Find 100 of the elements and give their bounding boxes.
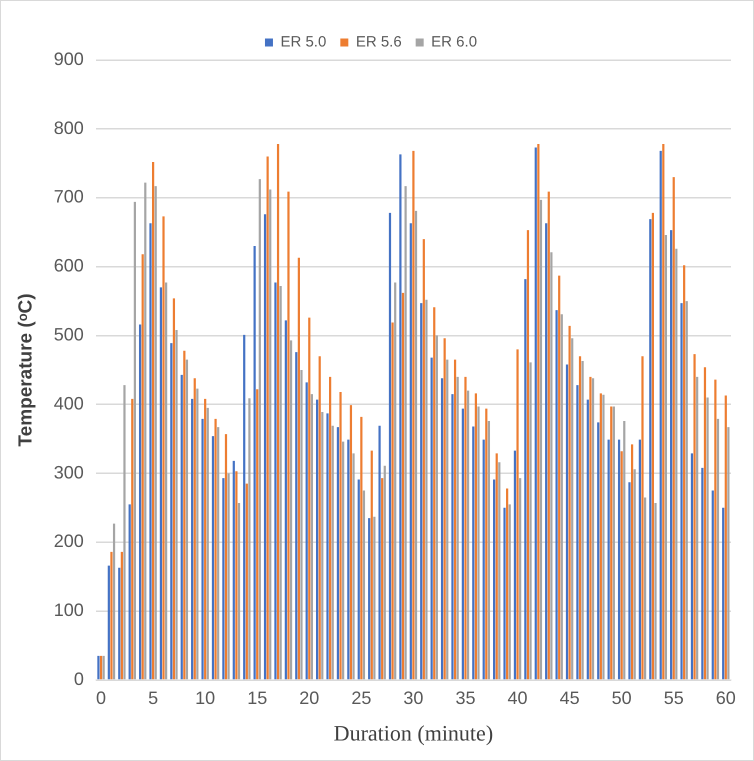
bar <box>534 147 537 680</box>
bar <box>540 200 542 680</box>
bar <box>644 497 646 680</box>
bar <box>308 318 310 680</box>
bar <box>582 361 584 680</box>
y-tick-label: 200 <box>54 531 84 552</box>
bar <box>654 502 657 680</box>
bar <box>634 469 636 680</box>
bar <box>464 376 467 680</box>
bar <box>670 230 672 680</box>
bar <box>360 416 362 680</box>
y-tick-label: 900 <box>54 48 84 69</box>
y-tick-label: 500 <box>54 324 84 345</box>
bar <box>566 364 568 680</box>
bar <box>329 376 332 680</box>
bar <box>555 310 558 680</box>
bar <box>224 434 228 680</box>
bar <box>724 395 727 680</box>
bar <box>456 376 459 680</box>
bar <box>560 314 563 680</box>
bar <box>558 276 560 680</box>
bar <box>298 258 300 680</box>
bar <box>246 484 248 680</box>
x-tick-label: 35 <box>455 688 476 708</box>
bar <box>649 219 652 680</box>
bar <box>675 248 678 680</box>
bar <box>191 398 194 680</box>
bar <box>142 254 144 680</box>
y-tick-label: 800 <box>54 118 84 138</box>
bar <box>162 216 165 680</box>
bar <box>336 427 340 680</box>
bar <box>578 356 582 680</box>
bar <box>222 478 224 680</box>
bar <box>316 400 318 680</box>
bar <box>175 330 178 680</box>
bar <box>352 453 355 680</box>
bar <box>727 427 730 680</box>
bar <box>493 480 496 680</box>
bar <box>704 367 706 680</box>
x-tick-label: 15 <box>247 688 268 708</box>
bar <box>592 378 594 680</box>
bar <box>381 478 384 680</box>
bar <box>170 343 172 680</box>
bar <box>235 471 238 680</box>
x-tick-label: 25 <box>351 688 372 708</box>
bar <box>444 338 446 680</box>
bar <box>295 352 298 680</box>
bar <box>436 336 438 680</box>
bar <box>339 392 342 680</box>
bar <box>102 656 105 680</box>
bar <box>623 420 626 680</box>
bar <box>110 552 113 680</box>
bar <box>269 190 272 680</box>
bar <box>287 192 290 680</box>
bar <box>347 440 350 680</box>
bar <box>165 282 168 680</box>
y-tick-label: 600 <box>54 256 84 276</box>
x-tick-label: 20 <box>299 688 320 708</box>
bar <box>506 488 508 680</box>
bar <box>100 656 102 680</box>
bar <box>254 246 256 680</box>
bar <box>612 406 615 680</box>
bar <box>548 192 550 680</box>
bar <box>576 385 579 680</box>
y-axis-title: Temperature (ᵒC) <box>16 293 37 447</box>
bar <box>620 451 623 680</box>
bar <box>516 349 519 680</box>
bar <box>134 202 136 680</box>
bar <box>227 473 230 680</box>
bar <box>394 282 396 680</box>
bar <box>628 482 631 680</box>
x-tick-label: 55 <box>664 688 684 708</box>
bar <box>384 466 386 680</box>
bar <box>112 524 116 680</box>
bar <box>652 212 654 680</box>
bar <box>477 406 480 680</box>
bar <box>183 350 186 680</box>
bar <box>545 223 548 680</box>
x-tick-label: 60 <box>716 688 736 708</box>
bar <box>180 374 183 680</box>
bar <box>446 360 448 680</box>
bar <box>410 223 412 680</box>
x-tick-label: 10 <box>195 688 216 708</box>
bar <box>508 504 511 680</box>
bar <box>370 450 373 680</box>
y-tick-label: 0 <box>74 668 84 689</box>
bar <box>706 398 709 680</box>
bar <box>529 362 532 680</box>
bar <box>440 378 444 680</box>
bar <box>618 440 620 680</box>
x-tick-label: 5 <box>148 688 158 708</box>
bar <box>362 490 366 680</box>
bar <box>373 516 376 680</box>
bar <box>425 300 428 680</box>
bar <box>716 418 720 680</box>
bar <box>472 426 474 680</box>
bar <box>402 292 404 680</box>
bar <box>714 380 716 680</box>
bar <box>568 326 571 680</box>
bar <box>550 252 552 680</box>
